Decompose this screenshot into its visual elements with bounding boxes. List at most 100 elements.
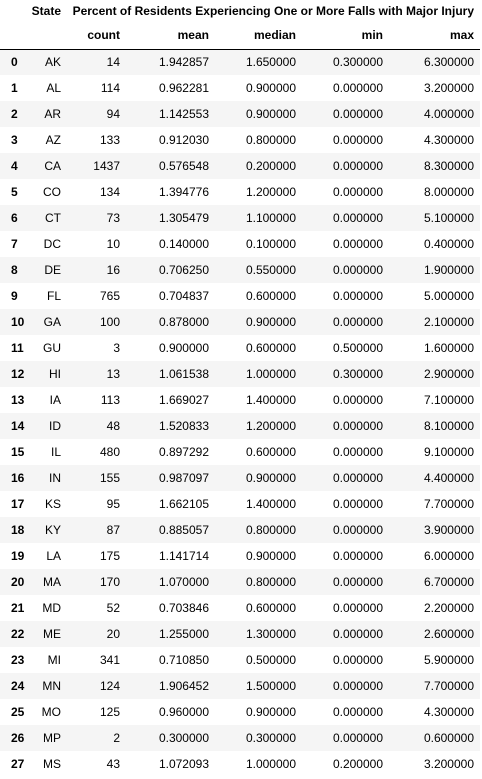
table-row: 8 DE 16 0.706250 0.550000 0.000000 1.900000 [0,257,480,283]
cell-max: 3.900000 [423,523,474,537]
cell-median: 1.100000 [245,211,296,225]
cell-median: 1.200000 [245,419,296,433]
cell-count: 155 [99,471,120,485]
row-index: 21 [11,601,25,615]
cell-max: 5.000000 [423,289,474,303]
table-row: 17 KS 95 1.662105 1.400000 0.000000 7.700000 [0,491,480,517]
cell-max: 0.400000 [423,237,474,251]
table-row: 4 CA 1437 0.576548 0.200000 0.000000 8.300000 [0,153,480,179]
table-row: 7 DC 10 0.140000 0.100000 0.000000 0.400000 [0,231,480,257]
cell-state: MP [43,731,61,745]
cell-state: AZ [45,133,61,147]
cell-max: 2.900000 [423,367,474,381]
cell-count: 341 [99,653,120,667]
cell-median: 1.400000 [245,393,296,407]
cell-min: 0.000000 [332,731,383,745]
cell-mean: 0.885057 [158,523,209,537]
table-row: 1 AL 114 0.962281 0.900000 0.000000 3.200000 [0,75,480,101]
cell-count: 14 [106,55,120,70]
cell-mean: 1.662105 [158,497,209,511]
table-row: 9 FL 765 0.704837 0.600000 0.000000 5.000000 [0,283,480,309]
cell-count: 765 [99,289,120,303]
cell-state: MS [43,757,61,771]
cell-max: 7.700000 [423,497,474,511]
cell-mean: 1.070000 [158,575,209,589]
cell-min: 0.000000 [332,107,383,121]
cell-max: 6.000000 [423,549,474,563]
cell-count: 48 [106,419,120,433]
cell-median: 0.800000 [245,575,296,589]
cell-mean: 0.912030 [158,133,209,147]
table-row: 16 IN 155 0.987097 0.900000 0.000000 4.400000 [0,465,480,491]
cell-min: 0.000000 [332,289,383,303]
column-header-median: median [215,22,302,50]
cell-count: 100 [99,315,120,329]
row-index: 18 [11,523,25,537]
cell-min: 0.000000 [332,575,383,589]
cell-mean: 1.394776 [158,185,209,199]
table-row: 19 LA 175 1.141714 0.900000 0.000000 6.000000 [0,543,480,569]
cell-max: 5.900000 [423,653,474,667]
column-header-max: max [389,22,480,50]
cell-count: 175 [99,549,120,563]
cell-min: 0.000000 [332,159,383,173]
cell-max: 4.000000 [423,107,474,121]
cell-max: 8.000000 [423,185,474,199]
cell-max: 7.100000 [423,393,474,407]
cell-state: GA [43,315,61,329]
cell-median: 0.900000 [245,107,296,121]
cell-mean: 0.897292 [158,445,209,459]
cell-mean: 1.942857 [158,55,209,70]
row-index: 13 [11,393,25,407]
cell-state: DC [43,237,61,251]
cell-count: 1437 [93,159,120,173]
index-header-blank [0,22,30,50]
cell-max: 8.300000 [423,159,474,173]
cell-count: 2 [113,731,120,745]
cell-min: 0.000000 [332,315,383,329]
column-header-mean: mean [126,22,215,50]
row-index: 2 [11,107,18,121]
row-index: 26 [11,731,25,745]
cell-state: IN [49,471,61,485]
cell-median: 0.500000 [245,653,296,667]
cell-median: 0.900000 [245,549,296,563]
cell-state: CA [44,159,61,173]
cell-state: DE [44,263,61,277]
group-header: Percent of Residents Experiencing One or… [72,4,474,18]
cell-median: 0.900000 [245,81,296,95]
table-row: 10 GA 100 0.878000 0.900000 0.000000 2.100000 [0,309,480,335]
cell-median: 1.500000 [245,679,296,693]
cell-median: 1.300000 [245,627,296,641]
row-index: 12 [11,367,25,381]
table-row: 12 HI 13 1.061538 1.000000 0.300000 2.900000 [0,361,480,387]
table-row: 6 CT 73 1.305479 1.100000 0.000000 5.100000 [0,205,480,231]
table-row: 27 MS 43 1.072093 1.000000 0.200000 3.200000 [0,751,480,777]
cell-min: 0.000000 [332,471,383,485]
cell-median: 0.100000 [245,237,296,251]
cell-max: 2.200000 [423,601,474,615]
cell-count: 16 [106,263,120,277]
cell-median: 0.200000 [245,159,296,173]
header-row-top: State Percent of Residents Experiencing … [0,0,480,22]
cell-mean: 1.142553 [158,107,209,121]
cell-min: 0.000000 [332,523,383,537]
table-row: 11 GU 3 0.900000 0.600000 0.500000 1.600000 [0,335,480,361]
table-row: 0 AK 14 1.942857 1.650000 0.300000 6.300000 [0,49,480,75]
column-header-min: min [302,22,389,50]
cell-min: 0.000000 [332,237,383,251]
cell-state: KS [44,497,61,511]
cell-count: 113 [100,393,120,407]
row-index: 14 [11,419,25,433]
cell-state: LA [46,549,61,563]
table-row: 18 KY 87 0.885057 0.800000 0.000000 3.900000 [0,517,480,543]
cell-mean: 0.878000 [158,315,209,329]
cell-count: 125 [99,705,120,719]
cell-mean: 0.987097 [158,471,209,485]
row-index: 10 [11,315,25,329]
cell-mean: 0.704837 [158,289,209,303]
table-row: 5 CO 134 1.394776 1.200000 0.000000 8.000000 [0,179,480,205]
cell-min: 0.000000 [332,705,383,719]
cell-count: 124 [99,679,120,693]
